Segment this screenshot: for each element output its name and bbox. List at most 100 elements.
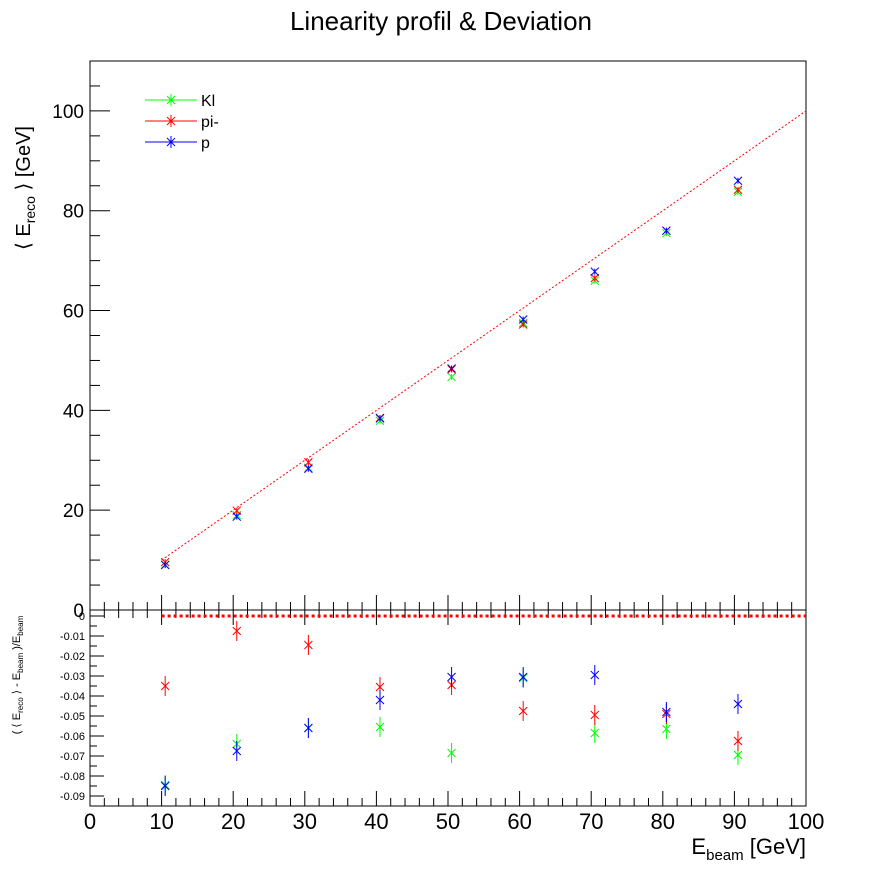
bottom-point-pi <box>232 621 242 641</box>
bottom-marker-pi <box>160 681 170 691</box>
top-marker-p <box>160 560 170 570</box>
bottom-y-label-c: )/E <box>11 636 23 653</box>
bottom-marker-p <box>447 672 456 682</box>
bottom-marker-p <box>733 699 743 709</box>
top-point-p <box>375 413 385 423</box>
bottom-point-pi <box>304 635 313 655</box>
bottom-point-pi <box>160 676 170 696</box>
bottom-point-pi <box>518 701 528 721</box>
bottom-marker-p <box>590 670 600 680</box>
top-y-label-pre: ⟨ E <box>13 223 35 250</box>
top-y-tick-label: 80 <box>63 202 84 223</box>
x-tick-label: 40 <box>364 809 388 834</box>
bottom-point-pi <box>590 705 600 725</box>
bottom-y-label-b: ⟩ - E <box>11 673 23 697</box>
top-y-axis-label: ⟨ Ereco ⟩ [GeV] <box>13 126 38 250</box>
bottom-y-label-a: ( ⟨ E <box>11 713 23 734</box>
top-data-points <box>160 176 743 570</box>
bottom-marker-pi <box>232 626 242 636</box>
top-marker-pi <box>733 185 743 195</box>
top-panel: 0 20 40 60 80 100 ⟨ Ereco ⟩ [GeV] Kl pi- <box>13 60 807 622</box>
bottom-marker-pi <box>733 736 743 746</box>
top-plot-frame <box>89 60 807 611</box>
bottom-y-tick-label: -0.05 <box>60 711 85 723</box>
bottom-point-p <box>662 702 671 722</box>
top-axis-ticks: 0 20 40 60 80 100 <box>52 60 807 622</box>
bottom-marker-kl <box>733 750 743 760</box>
top-point-pi <box>590 273 600 283</box>
x-tick-label: 30 <box>293 809 317 834</box>
top-marker-p <box>733 176 743 186</box>
chart-title: Linearity profil & Deviation <box>290 6 592 36</box>
top-marker-p <box>375 413 385 423</box>
top-point-p <box>662 226 671 236</box>
bottom-marker-p <box>160 781 170 791</box>
top-marker-p <box>304 464 313 474</box>
top-point-p <box>590 267 600 276</box>
bottom-marker-p <box>375 695 385 705</box>
top-y-tick-label: 60 <box>63 302 84 323</box>
bottom-y-label-sub2: beam <box>16 653 25 673</box>
bottom-marker-pi <box>590 710 600 720</box>
bottom-y-label-sub1: reco <box>16 697 25 713</box>
top-y-tick-label: 20 <box>63 501 84 522</box>
bottom-point-p <box>304 718 313 738</box>
bottom-y-tick-label: -0.03 <box>60 671 85 683</box>
top-marker-pi <box>304 457 313 467</box>
x-tick-label: 90 <box>722 809 746 834</box>
x-label-sub: beam <box>706 847 744 864</box>
x-tick-label: 100 <box>788 809 825 834</box>
bottom-axis-ticks: 0 10 20 30 40 50 60 70 80 90 100 0 -0.01 -0.02 -0.03 -0… <box>60 610 824 834</box>
x-tick-label: 80 <box>651 809 675 834</box>
top-y-tick-label: 40 <box>63 401 84 422</box>
bottom-y-tick-label: 0 <box>79 611 85 623</box>
legend-entry-pi-minus: pi- <box>145 114 219 131</box>
legend-label-pi-minus: pi- <box>201 114 219 131</box>
bottom-marker-kl <box>662 724 671 734</box>
bottom-marker-p <box>662 707 671 717</box>
bottom-point-p <box>733 694 743 714</box>
bottom-y-tick-label: -0.02 <box>60 651 85 663</box>
top-point-p <box>304 464 313 474</box>
bottom-point-p <box>375 690 385 710</box>
bottom-y-tick-label: -0.06 <box>60 731 85 743</box>
top-point-p <box>518 315 528 324</box>
bottom-point-kl <box>447 743 456 763</box>
x-tick-label: 60 <box>507 809 531 834</box>
bottom-point-p <box>447 667 456 687</box>
bottom-point-p <box>160 776 170 796</box>
legend-label-kl: Kl <box>201 93 215 110</box>
top-point-p <box>447 364 456 373</box>
x-label-post: [GeV] <box>744 834 806 859</box>
bottom-point-kl <box>590 723 600 743</box>
bottom-y-tick-label: -0.08 <box>60 771 85 783</box>
bottom-y-tick-label: -0.09 <box>60 791 85 803</box>
x-tick-label: 20 <box>221 809 245 834</box>
top-y-tick-label: 100 <box>52 102 84 123</box>
bottom-marker-pi <box>518 706 528 716</box>
x-tick-label: 10 <box>149 809 173 834</box>
top-marker-kl <box>447 372 456 382</box>
legend-entry-kl: Kl <box>145 93 215 110</box>
top-point-pi <box>733 185 743 195</box>
top-marker-p <box>232 512 242 522</box>
bottom-point-pi <box>733 731 743 751</box>
top-point-pi <box>304 457 313 467</box>
top-point-p <box>733 176 743 186</box>
top-y-tick-label: 0 <box>73 601 84 622</box>
bottom-marker-p <box>518 672 528 682</box>
top-point-p <box>232 512 242 522</box>
bottom-data-points <box>160 621 743 796</box>
x-axis-label: Ebeam [GeV] <box>691 834 806 864</box>
top-marker-p <box>447 364 456 373</box>
x-tick-label: 70 <box>579 809 603 834</box>
legend-label-p: p <box>201 135 210 152</box>
x-tick-label: 50 <box>436 809 460 834</box>
top-y-label-sub: reco <box>22 196 38 223</box>
top-point-p <box>160 560 170 570</box>
bottom-marker-kl <box>375 722 385 732</box>
bottom-y-axis-label: ( ⟨ Ereco ⟩ - Ebeam )/Ebeam <box>11 615 25 734</box>
bottom-marker-pi <box>304 640 313 650</box>
bottom-marker-kl <box>590 728 600 738</box>
